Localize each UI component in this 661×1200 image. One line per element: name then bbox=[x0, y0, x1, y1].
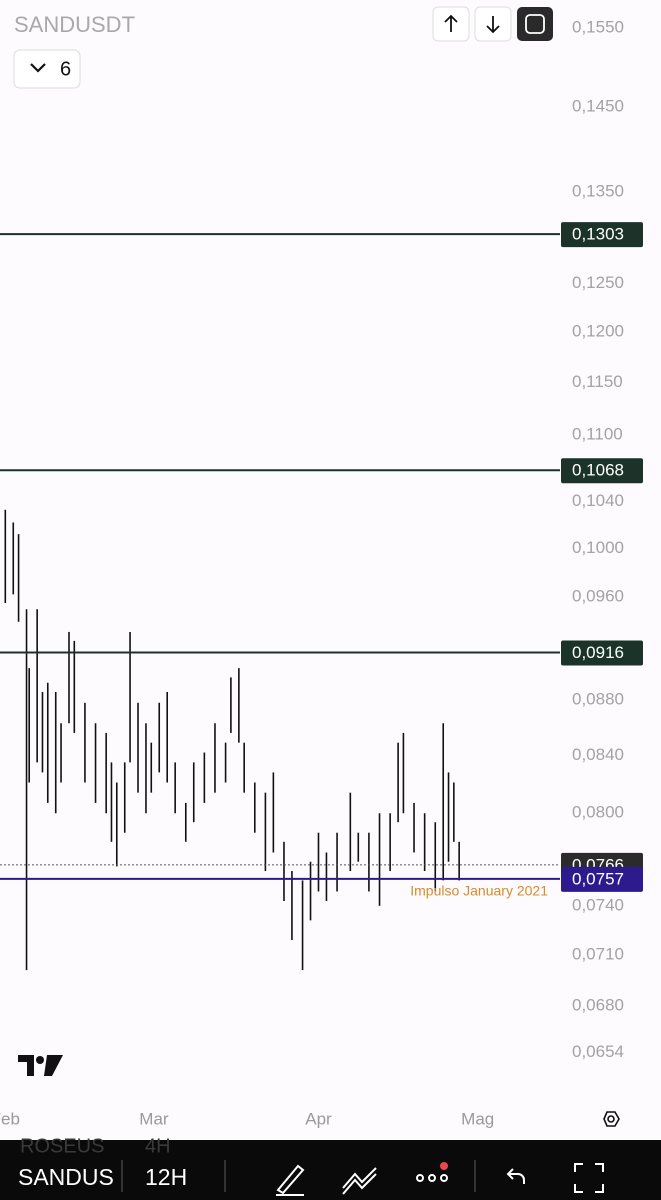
y-tick-label: 0,0654 bbox=[572, 1042, 624, 1061]
y-tick-label: 0,1450 bbox=[572, 97, 624, 116]
level-label-bg bbox=[561, 866, 643, 892]
arrow-down-icon bbox=[486, 16, 500, 34]
separator bbox=[474, 1160, 476, 1192]
symbol-button[interactable]: SANDUS bbox=[18, 1164, 114, 1190]
level-label-bg bbox=[561, 458, 643, 484]
y-tick-label: 0,1350 bbox=[572, 182, 624, 201]
logo-part bbox=[18, 1055, 34, 1076]
interval-button[interactable]: 12H bbox=[145, 1164, 187, 1190]
draw-tool-icon[interactable] bbox=[276, 1164, 305, 1196]
y-tick-label: 0,0710 bbox=[572, 944, 624, 963]
y-tick-label: 0,0680 bbox=[572, 996, 624, 1015]
level-label: 0,1303 bbox=[572, 225, 624, 244]
symbol-title: SANDUSDT bbox=[14, 12, 135, 37]
settings-button[interactable] bbox=[603, 1111, 620, 1127]
layout-count: 6 bbox=[60, 58, 71, 80]
logo-part bbox=[44, 1055, 63, 1076]
y-tick-label: 0,0800 bbox=[572, 803, 624, 822]
y-tick-label: 0,0880 bbox=[572, 690, 624, 709]
indicators-icon[interactable] bbox=[342, 1167, 377, 1195]
notification-dot bbox=[440, 1162, 448, 1170]
settings-icon[interactable] bbox=[603, 1111, 620, 1127]
level-label-bg bbox=[561, 640, 643, 666]
chevron-icon bbox=[30, 63, 46, 73]
button-frame[interactable] bbox=[517, 7, 553, 41]
level-label: 0,0916 bbox=[572, 643, 624, 662]
undo-icon[interactable] bbox=[506, 1168, 525, 1184]
y-tick-label: 0,1200 bbox=[572, 321, 624, 340]
tradingview-logo bbox=[18, 1055, 63, 1076]
dot bbox=[428, 1174, 436, 1182]
dot bbox=[416, 1174, 424, 1182]
level-note: Impulso January 2021 bbox=[410, 883, 548, 899]
hidden-symbol: ROSEUS bbox=[20, 1135, 104, 1157]
level-label: 0,1068 bbox=[572, 461, 624, 480]
settings-icon-center bbox=[607, 1115, 615, 1123]
level-label-bg bbox=[561, 222, 643, 248]
toolbar-band bbox=[0, 1158, 661, 1200]
frame-icon bbox=[525, 14, 545, 34]
y-tick-label: 0,1100 bbox=[572, 425, 623, 444]
plot-area: 0,1550 0,1450 0,1350 0,1250 0,1200 0,1150 0,11… bbox=[0, 17, 643, 1128]
fullscreen-icon[interactable] bbox=[574, 1163, 604, 1193]
separator bbox=[224, 1160, 226, 1192]
y-tick-label: 0,1040 bbox=[572, 491, 624, 510]
level-label: 0,0757 bbox=[572, 869, 624, 888]
y-tick-label: 0,1250 bbox=[572, 273, 624, 292]
fullscreen-button[interactable] bbox=[517, 7, 553, 41]
y-tick-label: 0,1550 bbox=[572, 17, 624, 36]
y-tick-label: 0,0840 bbox=[572, 745, 624, 764]
separator bbox=[121, 1160, 123, 1192]
x-tick-label: Mar bbox=[139, 1109, 169, 1128]
layout-selector[interactable]: 6 bbox=[13, 49, 81, 89]
logo-part bbox=[36, 1056, 44, 1064]
y-tick-label: 0,0740 bbox=[572, 895, 624, 914]
x-tick-label: Mag bbox=[461, 1109, 494, 1128]
y-tick-label: 0,1000 bbox=[572, 538, 624, 557]
arrow-up-icon bbox=[444, 14, 458, 32]
scroll-down-button[interactable] bbox=[474, 6, 512, 42]
x-tick-label: Apr bbox=[305, 1109, 332, 1128]
more-button[interactable] bbox=[416, 1162, 448, 1182]
layout-button[interactable] bbox=[13, 49, 81, 89]
y-tick-label: 0,0960 bbox=[572, 586, 624, 605]
dot bbox=[440, 1174, 448, 1182]
scroll-up-button[interactable] bbox=[432, 6, 470, 42]
x-tick-label: Feb bbox=[0, 1109, 20, 1128]
hidden-interval: 4H bbox=[145, 1135, 171, 1157]
y-tick-label: 0,1150 bbox=[572, 372, 623, 391]
